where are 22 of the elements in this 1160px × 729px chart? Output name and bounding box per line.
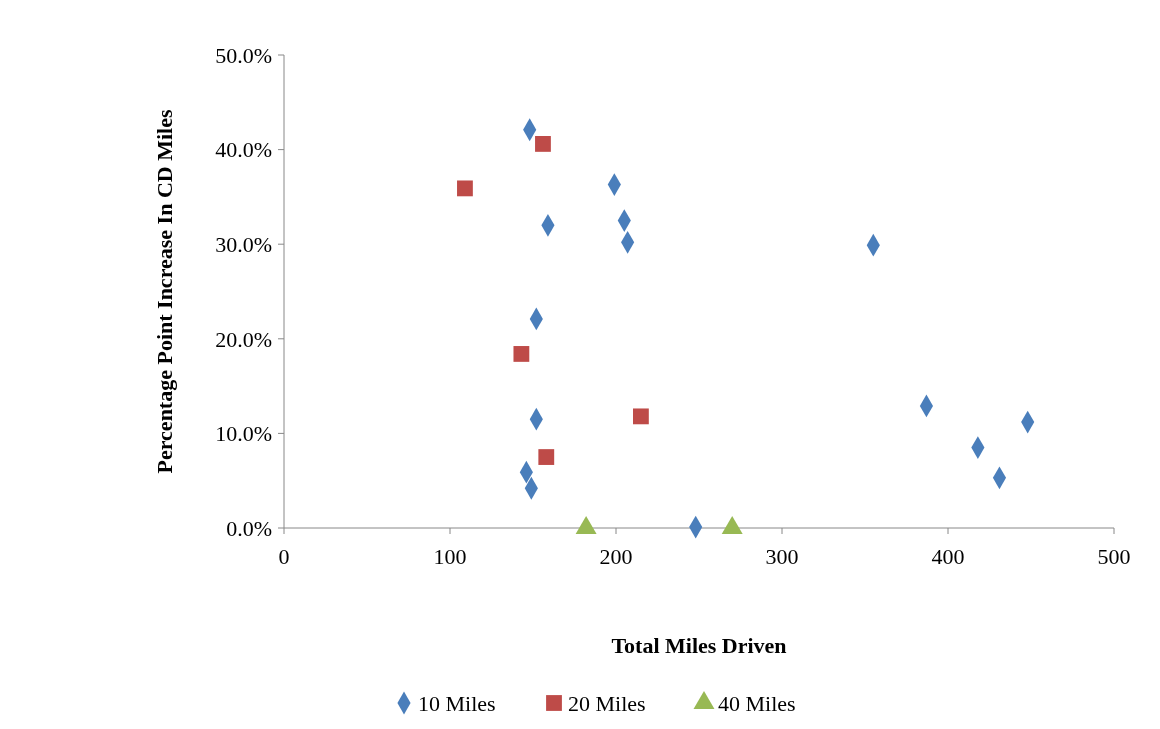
point [513,346,530,362]
legend-label: 20 Miles [568,690,646,716]
x-tick-label: 100 [433,544,467,569]
point [632,408,649,425]
y-tick-label: 40.0% [215,137,272,163]
x-tick-label: 500 [1097,544,1131,569]
y-axis-title: Percentage Point Increase In CD Miles [152,109,177,474]
x-tick-label: 200 [599,544,633,569]
x-tick-label: 400 [931,544,965,569]
x-axis-title: Total Miles Driven [611,633,787,658]
x-tick-label: 300 [765,544,799,569]
y-tick-label: 10.0% [215,421,272,447]
point [535,136,551,152]
y-tick-label: 0.0% [226,515,272,541]
x-tick-label: 0 [278,544,290,569]
legend-label: 10 Miles [418,690,496,716]
point [457,180,473,197]
point [538,449,555,465]
legend-label: 40 Miles [718,690,796,716]
y-tick-label: 50.0% [215,42,272,68]
y-tick-label: 30.0% [215,231,272,257]
y-tick-label: 20.0% [215,326,272,352]
